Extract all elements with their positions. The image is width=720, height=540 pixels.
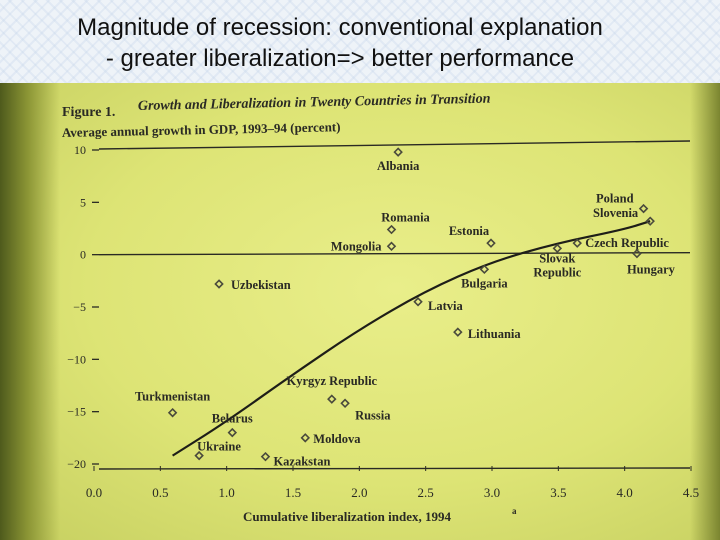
point-marker bbox=[194, 450, 204, 461]
x-tick-label: 2.5 bbox=[418, 485, 434, 500]
x-tick-label: 3.5 bbox=[550, 485, 566, 500]
point-label: Albania bbox=[377, 159, 420, 173]
y-tick-label: 10 bbox=[74, 143, 86, 157]
chart-photo bbox=[0, 83, 720, 540]
point-label: Kazakstan bbox=[273, 455, 330, 469]
point-marker bbox=[260, 451, 271, 462]
point-marker bbox=[386, 224, 397, 235]
y-tick-label: 5 bbox=[80, 195, 86, 209]
point-marker bbox=[632, 248, 642, 259]
point-label: Estonia bbox=[449, 224, 490, 238]
point-marker bbox=[552, 243, 563, 254]
point-marker bbox=[413, 297, 423, 307]
point-marker bbox=[340, 398, 350, 409]
photo-shadow-right bbox=[690, 83, 720, 540]
x-axis-line bbox=[98, 467, 691, 470]
axes: 10 5 0 −5 −10 −15 −200.0 0.5 1.0 1.5 2.0 2.5 3.0 3.5 4… bbox=[67, 140, 699, 500]
photo-shadow-left bbox=[0, 83, 60, 540]
point-marker bbox=[638, 203, 649, 214]
trend-line bbox=[172, 220, 651, 457]
point-label: Turkmenistan bbox=[135, 390, 210, 404]
x-tick-label: 4.5 bbox=[683, 485, 699, 500]
point-label: Slovak Republic bbox=[533, 251, 581, 279]
y-tick-label: 0 bbox=[80, 248, 86, 262]
x-tick-label: 2.0 bbox=[351, 485, 367, 500]
point-label: Poland bbox=[596, 192, 634, 206]
x-axis-label: Cumulative liberalization index, 1994 bbox=[243, 509, 452, 524]
point-label: Bulgaria bbox=[461, 276, 508, 290]
point-label: Lithuania bbox=[468, 327, 522, 341]
top-reference-line bbox=[98, 140, 691, 150]
point-label: Romania bbox=[381, 211, 430, 225]
point-label: Czech Republic bbox=[585, 236, 669, 250]
point-label: Belarus bbox=[212, 412, 253, 426]
point-marker bbox=[386, 241, 397, 252]
x-axis-label-footnote: a bbox=[512, 506, 517, 516]
y-tick-label: −15 bbox=[67, 405, 86, 419]
point-marker bbox=[453, 327, 463, 337]
zero-line bbox=[98, 251, 691, 256]
point-label: Mongolia bbox=[331, 239, 382, 253]
slide-title: Magnitude of recession: conventional exp… bbox=[0, 12, 680, 74]
point-label: Uzbekistan bbox=[231, 278, 291, 292]
point-label: Moldova bbox=[313, 432, 361, 446]
slide-title-line-2: - greater liberalization=> better perfor… bbox=[105, 45, 575, 72]
point-marker bbox=[300, 433, 310, 443]
point-label: Kyrgyz Republic bbox=[286, 374, 377, 388]
x-tick-label: 1.5 bbox=[285, 485, 301, 500]
y-tick-label: −20 bbox=[67, 457, 86, 471]
point-label: Hungary bbox=[627, 263, 676, 277]
point-marker bbox=[645, 216, 655, 226]
point-marker bbox=[214, 279, 224, 289]
point-marker bbox=[167, 407, 178, 418]
point-label: Slovenia bbox=[593, 206, 639, 220]
point-marker bbox=[393, 147, 403, 157]
x-tick-label: 0.5 bbox=[152, 485, 168, 500]
figure-header: Figure 1. Growth and Liberalization in T… bbox=[62, 92, 491, 140]
y-axis-label: Average annual growth in GDP, 1993–94 (p… bbox=[62, 119, 341, 140]
x-tick-label: 4.0 bbox=[617, 485, 633, 500]
point-label: Russia bbox=[355, 408, 391, 422]
figure-label: Figure 1. bbox=[62, 105, 115, 120]
point-marker bbox=[227, 427, 238, 438]
point-marker bbox=[572, 238, 582, 248]
y-tick-label: −10 bbox=[67, 352, 86, 366]
point-label: Ukraine bbox=[197, 440, 241, 454]
chart-title: Growth and Liberalization in Twenty Coun… bbox=[138, 92, 491, 114]
point-label: Latvia bbox=[428, 299, 463, 313]
point-marker bbox=[486, 238, 496, 248]
x-axis-title-group: Cumulative liberalization index, 1994 a bbox=[243, 506, 517, 524]
x-tick-label: 3.0 bbox=[484, 485, 500, 500]
slide-title-line-1: Magnitude of recession: conventional exp… bbox=[77, 14, 603, 41]
trend-line-group bbox=[172, 220, 651, 457]
x-tick-label: 1.0 bbox=[219, 485, 235, 500]
point-marker bbox=[327, 394, 337, 404]
x-tick-label: 0.0 bbox=[86, 485, 102, 500]
y-tick-label: −5 bbox=[73, 300, 86, 314]
point-marker bbox=[479, 264, 490, 275]
